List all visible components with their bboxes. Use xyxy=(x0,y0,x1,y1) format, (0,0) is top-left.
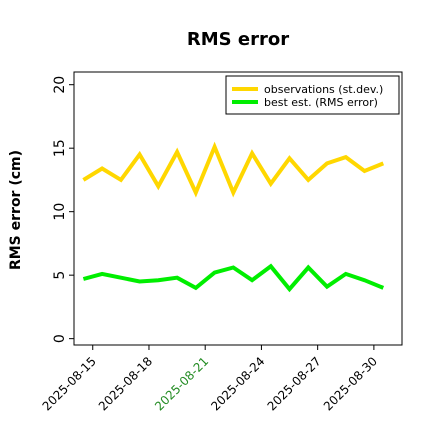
y-tick-label: 0 xyxy=(52,334,68,343)
x-tick-label: 2025-08-21 xyxy=(152,354,211,413)
y-tick-label: 15 xyxy=(52,139,68,157)
x-tick-label: 2025-08-30 xyxy=(321,354,380,413)
legend-box xyxy=(225,75,400,115)
y-tick-label: 20 xyxy=(52,76,68,94)
x-tick-label: 2025-08-24 xyxy=(208,354,267,413)
chart-title: RMS error xyxy=(187,29,289,50)
x-tick-label: 2025-08-27 xyxy=(265,354,324,413)
legend-label: observations (st.dev.) xyxy=(264,83,383,96)
legend-label: best est. (RMS error) xyxy=(264,96,378,109)
series-line-best-estimate xyxy=(82,263,385,293)
x-tick-label: 2025-08-18 xyxy=(96,354,155,413)
legend: observations (st.dev.)best est. (RMS err… xyxy=(225,75,400,115)
plot-frame xyxy=(73,71,403,346)
series-layer xyxy=(82,141,385,293)
y-axis-ticks: 0 5 10 15 20 xyxy=(52,76,74,343)
x-axis-ticks: 2025-08-152025-08-182025-08-212025-08-24… xyxy=(40,345,380,413)
y-tick-label: 5 xyxy=(52,271,68,280)
y-axis-label: RMS error (cm) xyxy=(8,150,24,270)
x-tick-label: 2025-08-15 xyxy=(40,354,99,413)
series-line-observations xyxy=(82,141,385,198)
y-tick-label: 10 xyxy=(52,203,68,221)
